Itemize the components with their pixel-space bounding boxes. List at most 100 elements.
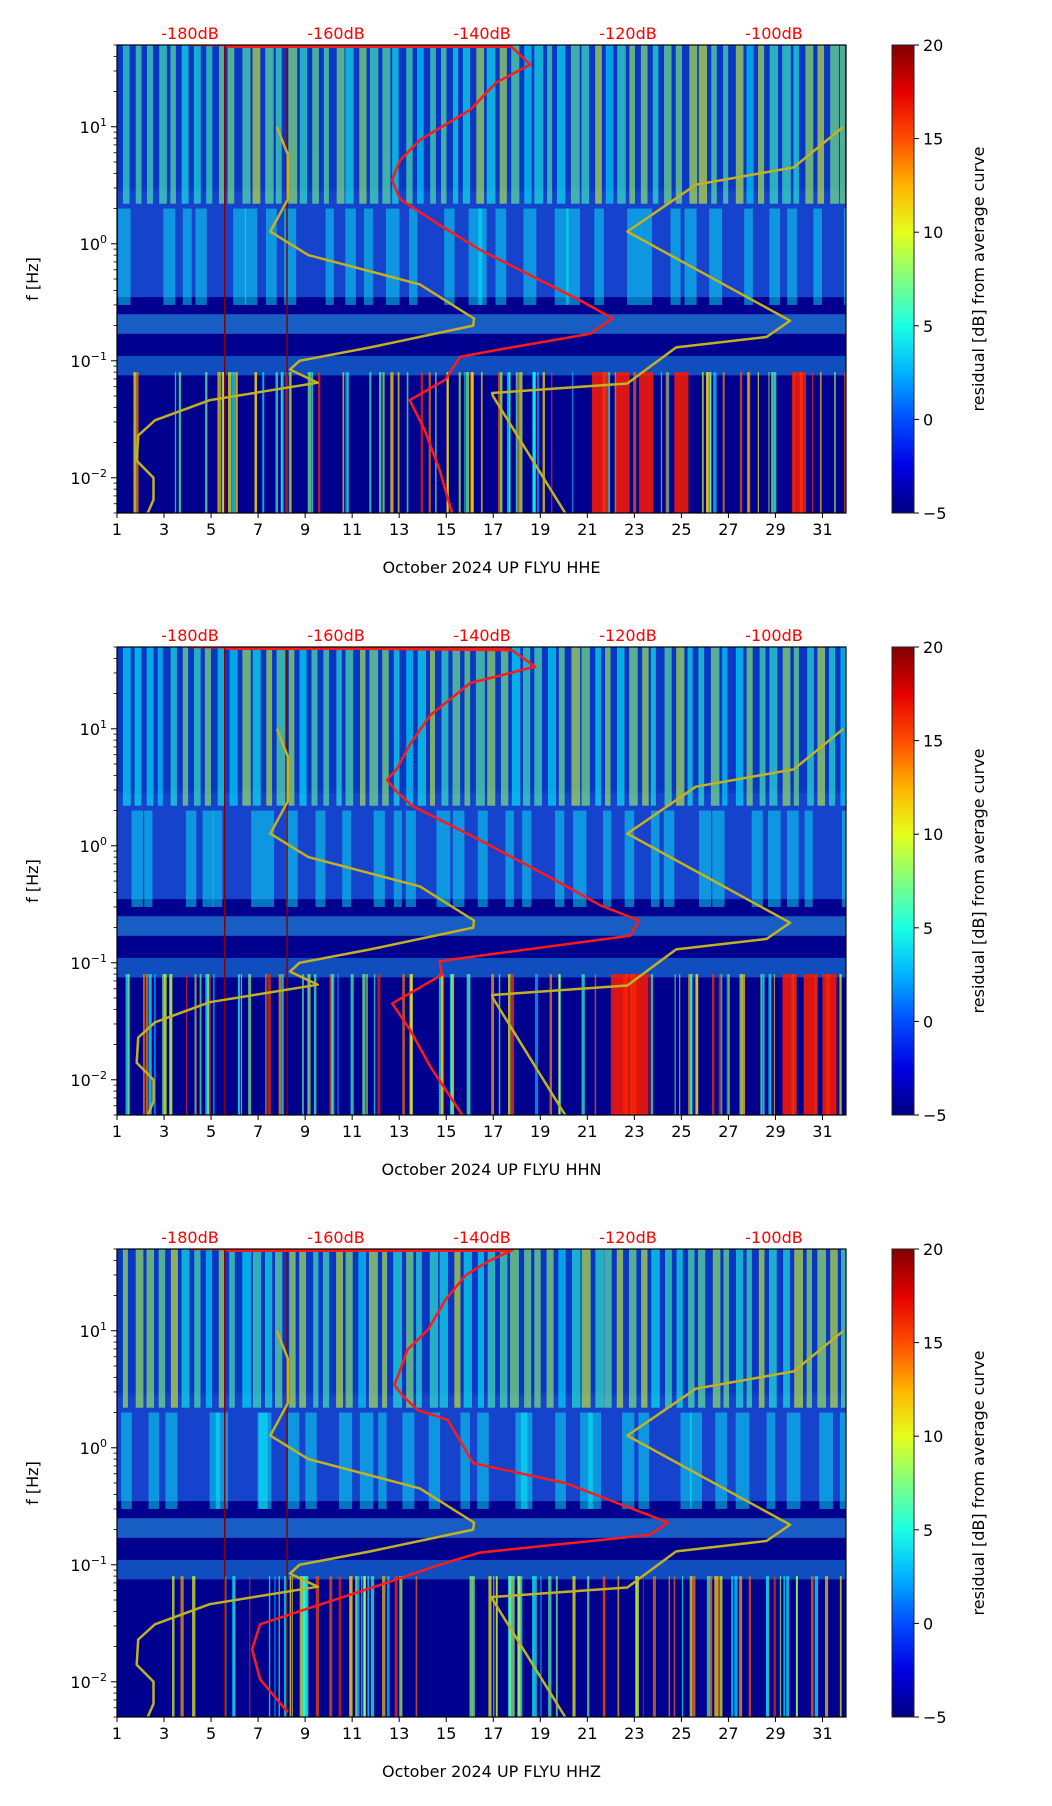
x-tick-label: 31 (812, 1724, 832, 1743)
heatmap-lowfreq-streak (172, 1576, 175, 1717)
heatmap-lowfreq-streak (652, 1576, 656, 1717)
y-tick-base: 10 (70, 1071, 90, 1090)
x-tick-label: 27 (718, 1724, 738, 1743)
heatmap-daily-streak (194, 647, 201, 806)
heatmap-lowfreq-streak (249, 1576, 251, 1717)
heatmap-diurnal-plume (202, 810, 214, 907)
heatmap-diurnal-plume (650, 810, 660, 907)
db-axis-label: -180dB (161, 1228, 218, 1247)
x-tick-label: 31 (812, 520, 832, 539)
x-tick-label: 13 (389, 520, 409, 539)
heatmap-daily-streak (698, 45, 708, 204)
heatmap-daily-streak (746, 45, 754, 204)
heatmap-lowfreq-streak (768, 372, 770, 513)
heatmap-daily-streak (299, 647, 307, 806)
heatmap-lowfreq-streak (760, 974, 763, 1115)
colorbar-tick-label: 0 (923, 1614, 933, 1633)
x-tick-label: 23 (624, 1724, 644, 1743)
heatmap-diurnal-plume (843, 208, 846, 305)
heatmap-diurnal-plume (769, 208, 781, 305)
heatmap-diurnal-plume (622, 1412, 635, 1509)
heatmap-hot-block (610, 974, 625, 1115)
heatmap-lowfreq-streak (701, 372, 704, 513)
heatmap-lowfreq-streak (741, 974, 746, 1115)
heatmap-diurnal-plume (520, 1412, 533, 1509)
heatmap-lowfreq-streak (603, 1576, 606, 1717)
x-tick-label: 17 (483, 1122, 503, 1141)
heatmap-lowfreq-streak (420, 372, 424, 513)
y-tick-exponent: 1 (100, 718, 107, 731)
heatmap-daily-streak (499, 45, 507, 204)
heatmap-daily-streak (159, 45, 167, 204)
heatmap-daily-streak (345, 1249, 353, 1408)
heatmap-daily-streak (299, 45, 308, 204)
heatmap-diurnal-plume (373, 810, 385, 907)
heatmap-diurnal-plume (594, 208, 604, 305)
db-axis-label: -140dB (453, 1228, 510, 1247)
heatmap-diurnal-plume (523, 208, 537, 305)
db-axis-label: -160dB (307, 1228, 364, 1247)
db-axis-label: -120dB (599, 1228, 656, 1247)
heatmap-daily-streak (817, 647, 826, 806)
spectrogram-heatmap (117, 647, 846, 1115)
heatmap-lowfreq-streak (236, 372, 238, 513)
heatmap-hot-block (822, 974, 837, 1115)
heatmap-lowfreq-streak (373, 974, 376, 1115)
heatmap-hot-block (791, 372, 807, 513)
heatmap-lowfreq-streak (299, 1576, 303, 1717)
heatmap-lowfreq-streak (148, 974, 152, 1115)
heatmap-lowfreq-streak (382, 1576, 386, 1717)
x-tick-label: 19 (530, 1724, 550, 1743)
heatmap-lowfreq-streak (748, 1576, 752, 1717)
heatmap-daily-streak (793, 647, 799, 806)
heatmap-lowfreq-streak (186, 974, 188, 1115)
y-tick-exponent: 0 (100, 1437, 107, 1450)
heatmap-lowfreq-streak (435, 372, 437, 513)
heatmap-daily-streak (452, 647, 461, 806)
heatmap-diurnal-plume (428, 1412, 441, 1509)
heatmap-daily-streak (439, 1249, 448, 1408)
heatmap-daily-streak (122, 1249, 128, 1408)
heatmap-diurnal-plume (744, 208, 753, 305)
heatmap-lowfreq-streak (508, 372, 511, 513)
heatmap-lowfreq-streak (720, 1576, 723, 1717)
heatmap-lowfreq-streak (810, 1576, 814, 1717)
nlnm-curve (135, 1330, 476, 1717)
heatmap-daily-streak (500, 647, 509, 806)
heatmap-lowfreq-streak (739, 372, 743, 513)
heatmap-diurnal-plume (185, 810, 197, 907)
heatmap-lowfreq-streak (307, 372, 312, 513)
heatmap-diurnal-plume (378, 1412, 387, 1509)
heatmap-lowfreq-streak (695, 974, 699, 1115)
x-axis-label: October 2024 UP FLYU HHE (382, 558, 600, 577)
heatmap-daily-streak (264, 1249, 273, 1408)
heatmap-lowfreq-streak (768, 974, 771, 1115)
heatmap-daily-streak (746, 647, 753, 806)
y-tick-base: 10 (70, 1556, 90, 1575)
heatmap-daily-streak (227, 45, 235, 204)
heatmap-lowfreq-streak (342, 372, 345, 513)
heatmap-lowfreq-streak (706, 372, 709, 513)
y-axis-label: f [Hz] (23, 1461, 42, 1505)
heatmap-lowfreq-streak (356, 1576, 360, 1717)
heatmap-lowfreq-streak (510, 974, 515, 1115)
colorbar-tick-label: 5 (923, 919, 933, 938)
y-tick-base: 10 (80, 235, 100, 254)
heatmap-daily-streak (382, 1249, 388, 1408)
heatmap-daily-streak (218, 45, 226, 204)
heatmap-lowfreq-streak (194, 974, 197, 1115)
heatmap-lowfreq-streak (345, 372, 348, 513)
heatmap-lowfreq-streak (227, 372, 232, 513)
heatmap-lowfreq-streak (174, 372, 177, 513)
y-tick-base: 10 (80, 837, 100, 856)
colorbar-label: residual [dB] from average curve (969, 1351, 988, 1616)
heatmap-lowfreq-streak (162, 974, 165, 1115)
heatmap-diurnal-plume (787, 208, 797, 305)
x-tick-label: 9 (300, 1122, 310, 1141)
x-tick-label: 31 (812, 1122, 832, 1141)
heatmap-lowfreq-streak (369, 372, 372, 513)
heatmap-lowfreq-streak (495, 1576, 498, 1717)
heatmap-daily-streak (581, 647, 590, 806)
heatmap-daily-streak (170, 1249, 178, 1408)
heatmap-lowfreq-streak (712, 974, 715, 1115)
